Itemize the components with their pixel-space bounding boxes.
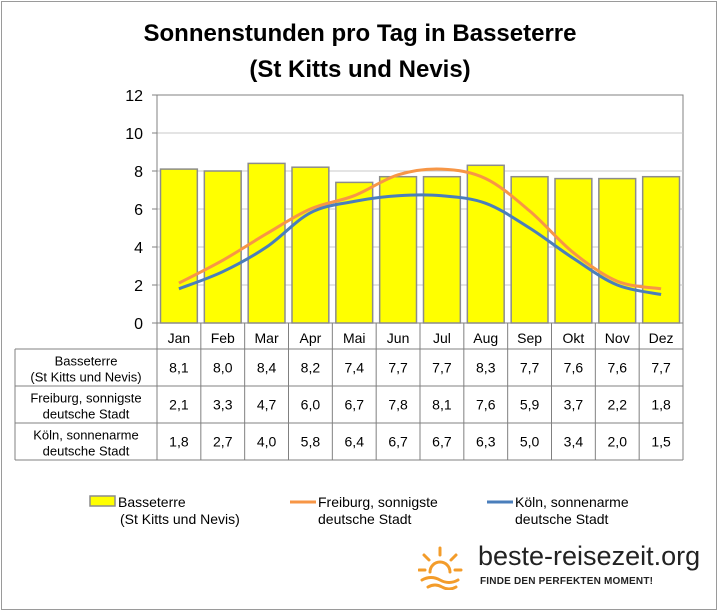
row-header: deutsche Stadt (43, 407, 130, 422)
data-label: 2,1 (169, 397, 189, 413)
bar (378, 175, 418, 324)
data-label: 6,7 (432, 434, 452, 450)
data-label: 8,4 (257, 360, 277, 376)
data-label: 1,8 (651, 397, 671, 413)
x-tick-label: Jun (387, 330, 410, 346)
data-label: 8,3 (476, 360, 496, 376)
legend-swatch (89, 495, 116, 507)
data-label: 1,8 (169, 434, 189, 450)
row-header: (St Kitts und Nevis) (30, 370, 141, 385)
data-label: 6,0 (301, 397, 321, 413)
chart-subtitle: (St Kitts und Nevis) (249, 56, 471, 83)
x-tick-label: Apr (300, 330, 322, 346)
x-tick-label: Mar (255, 330, 279, 346)
data-label: 6,7 (345, 397, 365, 413)
data-label: 4,7 (257, 397, 277, 413)
data-label: 8,0 (213, 360, 233, 376)
data-label: 5,0 (520, 434, 540, 450)
bar (641, 175, 681, 324)
x-tick-label: Mai (343, 330, 366, 346)
chart-title: Sonnenstunden pro Tag in Basseterre (143, 20, 577, 47)
data-label: 3,7 (564, 397, 584, 413)
data-label: 7,6 (564, 360, 584, 376)
row-header: Basseterre (55, 354, 118, 369)
bar (598, 177, 637, 324)
data-label: 2,7 (213, 434, 233, 450)
row-header: Köln, sonnenarme (33, 428, 139, 443)
freiburg-line (178, 167, 662, 291)
data-label: 8,1 (432, 397, 452, 413)
data-label: 5,8 (301, 434, 321, 450)
bar (335, 181, 374, 324)
y-tick-label: 6 (134, 202, 143, 219)
row-header: deutsche Stadt (43, 444, 130, 459)
data-label: 3,3 (213, 397, 233, 413)
y-tick-label: 4 (134, 240, 143, 257)
data-label: 3,4 (564, 434, 584, 450)
data-label: 6,7 (388, 434, 408, 450)
data-label: 4,0 (257, 434, 277, 450)
y-tick-label: 8 (134, 164, 143, 181)
data-label: 8,2 (301, 360, 321, 376)
legend-label: deutsche Stadt (515, 511, 609, 527)
legend-label: (St Kitts und Nevis) (120, 511, 240, 527)
bar (422, 175, 462, 324)
data-label: 7,7 (388, 360, 408, 376)
brand-tagline: FINDE DEN PERFEKTEN MOMENT! (480, 576, 654, 587)
data-label: 2,0 (608, 434, 628, 450)
y-tick-label: 0 (134, 316, 143, 333)
y-tick-label: 10 (125, 126, 143, 143)
legend-label: deutsche Stadt (318, 511, 412, 527)
data-label: 7,7 (432, 360, 452, 376)
y-tick-label: 2 (134, 278, 143, 295)
legend-label: Freiburg, sonnigste (318, 494, 438, 510)
y-tick-label: 12 (125, 88, 143, 105)
data-label: 7,6 (476, 397, 496, 413)
x-tick-label: Nov (605, 330, 630, 346)
data-label: 6,3 (476, 434, 496, 450)
legend-label: Basseterre (118, 494, 186, 510)
legend-label: Köln, sonnenarme (515, 494, 629, 510)
x-tick-label: Sep (517, 330, 542, 346)
data-label: 8,1 (169, 360, 189, 376)
x-tick-label: Dez (649, 330, 674, 346)
x-tick-label: Aug (473, 330, 498, 346)
bar (203, 170, 242, 324)
data-label: 7,4 (345, 360, 365, 376)
x-tick-label: Jan (168, 330, 191, 346)
data-label: 7,8 (388, 397, 408, 413)
bar (247, 162, 286, 324)
sun-logo-icon (418, 546, 463, 590)
x-tick-label: Jul (433, 330, 451, 346)
brand-name: beste-reisezeit.org (478, 541, 701, 571)
data-label: 7,6 (608, 360, 628, 376)
x-tick-label: Okt (563, 330, 585, 346)
data-label: 5,9 (520, 397, 540, 413)
bar (466, 164, 505, 324)
data-label: 7,7 (651, 360, 671, 376)
data-label: 6,4 (345, 434, 365, 450)
bar (159, 168, 199, 324)
x-tick-label: Feb (211, 330, 235, 346)
bar (291, 166, 330, 324)
data-label: 2,2 (608, 397, 628, 413)
row-header: Freiburg, sonnigste (30, 391, 141, 406)
data-label: 1,5 (651, 434, 671, 450)
data-label: 7,7 (520, 360, 540, 376)
koeln-line (178, 193, 662, 296)
